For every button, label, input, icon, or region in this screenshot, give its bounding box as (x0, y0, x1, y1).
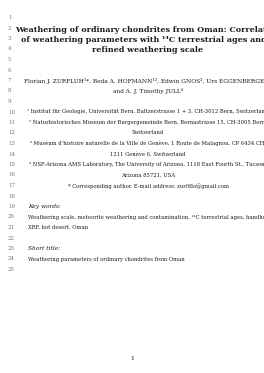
Text: Switzerland: Switzerland (132, 131, 164, 135)
Text: refined weathering scale: refined weathering scale (92, 47, 204, 54)
Text: * Corresponding author. E-mail address: zur0flo@gmail.com: * Corresponding author. E-mail address: … (68, 183, 229, 189)
Text: Weathering scale, meteorite weathering and contamination, ¹⁴C terrestrial ages, : Weathering scale, meteorite weathering a… (28, 214, 264, 219)
Text: 23: 23 (8, 246, 15, 251)
Text: ³ Muséum d’histoire naturelle de la Ville de Genève, 1 Route de Malagnou, CP 643: ³ Muséum d’histoire naturelle de la Vill… (30, 141, 264, 147)
Text: 6: 6 (8, 68, 12, 72)
Text: ² Naturhistorisches Museum der Burgergemeinde Bern, Bernastrasse 15, CH-3005 Ber: ² Naturhistorisches Museum der Burgergem… (29, 120, 264, 125)
Text: Key words:: Key words: (28, 204, 61, 209)
Text: 25: 25 (8, 267, 15, 272)
Text: 16: 16 (8, 172, 15, 178)
Text: 20: 20 (8, 214, 15, 219)
Text: Florian J. ZURFLUH¹*, Beda A. HOFMANN¹², Edwin GNOS³, Urs EGGENBERGER¹: Florian J. ZURFLUH¹*, Beda A. HOFMANN¹²,… (25, 78, 264, 84)
Text: 14: 14 (8, 151, 15, 157)
Text: Weathering parameters of ordinary chondrites from Oman: Weathering parameters of ordinary chondr… (28, 257, 185, 261)
Text: 19: 19 (8, 204, 15, 209)
Text: 10: 10 (8, 110, 15, 115)
Text: Weathering of ordinary chondrites from Oman: Correlation: Weathering of ordinary chondrites from O… (15, 25, 264, 34)
Text: 13: 13 (8, 141, 15, 146)
Text: of weathering parameters with ¹⁴C terrestrial ages and a: of weathering parameters with ¹⁴C terres… (21, 36, 264, 44)
Text: 5: 5 (8, 57, 12, 62)
Text: 4: 4 (8, 47, 12, 51)
Text: ¹ Institut für Geologie, Universität Bern, Baltzerstrasse 1 + 3, CH-3012 Bern, S: ¹ Institut für Geologie, Universität Ber… (27, 110, 264, 115)
Text: 1: 1 (8, 15, 12, 20)
Text: Arizona 85721, USA: Arizona 85721, USA (121, 172, 175, 178)
Text: 3: 3 (8, 36, 12, 41)
Text: and A. J. Timothy JULL⁴: and A. J. Timothy JULL⁴ (113, 88, 183, 94)
Text: 2: 2 (8, 25, 12, 31)
Text: 22: 22 (8, 235, 15, 241)
Text: 9: 9 (8, 99, 12, 104)
Text: ⁴ NSF-Arizona AMS Laboratory, The University of Arizona, 1118 East Fourth St., T: ⁴ NSF-Arizona AMS Laboratory, The Univer… (30, 162, 264, 167)
Text: 1: 1 (130, 356, 134, 361)
Text: 21: 21 (8, 225, 15, 230)
Text: 18: 18 (8, 194, 15, 198)
Text: 24: 24 (8, 257, 15, 261)
Text: 17: 17 (8, 183, 15, 188)
Text: 15: 15 (8, 162, 15, 167)
Text: XRF, hot desert, Oman: XRF, hot desert, Oman (28, 225, 88, 230)
Text: 11: 11 (8, 120, 15, 125)
Text: 12: 12 (8, 131, 15, 135)
Text: 1211 Genève 6, Switzerland: 1211 Genève 6, Switzerland (110, 151, 186, 157)
Text: 8: 8 (8, 88, 12, 94)
Text: Short title:: Short title: (28, 246, 60, 251)
Text: 7: 7 (8, 78, 12, 83)
